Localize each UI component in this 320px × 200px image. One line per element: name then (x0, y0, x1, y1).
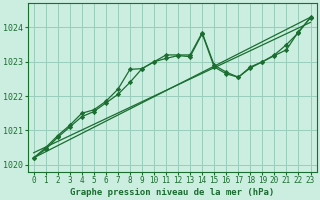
X-axis label: Graphe pression niveau de la mer (hPa): Graphe pression niveau de la mer (hPa) (70, 188, 274, 197)
